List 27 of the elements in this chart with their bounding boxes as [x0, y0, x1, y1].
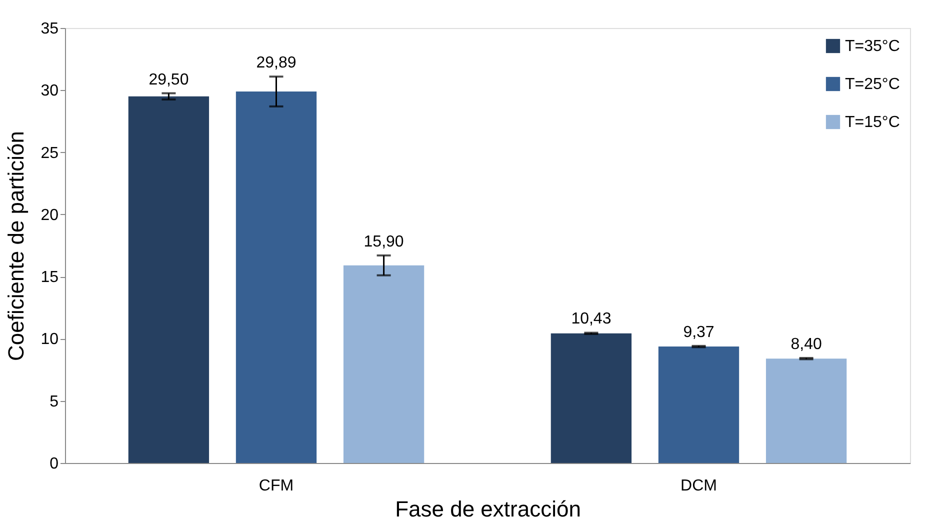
legend-label: T=15°C	[845, 114, 900, 131]
data-label: 9,37	[683, 324, 714, 341]
bar	[658, 346, 740, 463]
bar	[343, 265, 424, 463]
legend-label: T=35°C	[845, 38, 900, 55]
x-tick-label: CFM	[258, 478, 294, 494]
y-tick-label: 35	[40, 20, 59, 38]
y-tick-label: 0	[50, 456, 59, 472]
y-tick-label: 10	[40, 331, 59, 348]
x-axis-title: Fase de extracción	[395, 496, 581, 519]
data-label: 29,89	[256, 54, 296, 72]
bar	[236, 92, 317, 463]
bar	[766, 358, 847, 463]
bar	[550, 333, 632, 463]
y-tick-label: 30	[40, 82, 59, 100]
y-tick-label: 25	[40, 144, 59, 162]
y-tick-label: 5	[50, 393, 59, 410]
y-tick-label: 15	[40, 269, 59, 286]
data-label: 8,40	[790, 336, 822, 353]
bar	[128, 96, 210, 463]
data-label: 15,90	[364, 233, 404, 250]
y-axis-title: Coeficiente de partición	[4, 131, 29, 361]
legend-label: T=25°C	[845, 76, 900, 93]
x-tick-label: DCM	[680, 478, 717, 494]
y-tick-label: 20	[40, 206, 59, 224]
data-label: 29,50	[148, 71, 189, 88]
data-label: 10,43	[571, 310, 612, 328]
